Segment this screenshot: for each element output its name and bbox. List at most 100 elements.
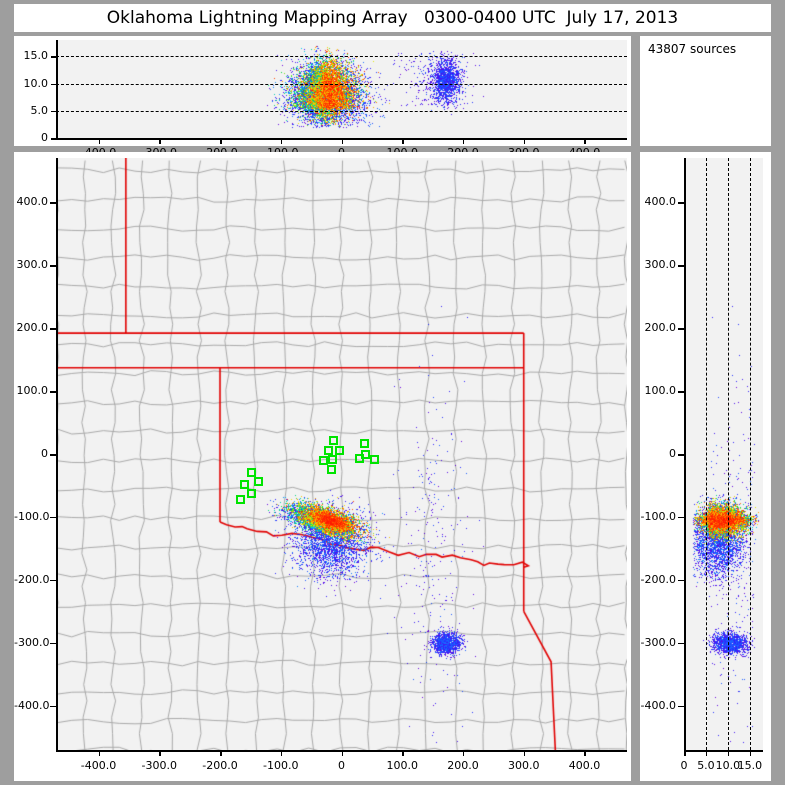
map-y-axis [56, 158, 58, 750]
right-panel-xtick-15 [749, 750, 752, 756]
right-panel-ytick-label: -200.0 [640, 572, 676, 586]
right-panel-ytick--300 [678, 642, 684, 645]
map-ytick-label: 0 [41, 447, 48, 460]
right-panel-ytick-300 [678, 265, 684, 267]
lma-station-marker [329, 435, 339, 445]
lma-station-marker [318, 456, 328, 466]
map-xtick--200 [220, 750, 222, 756]
gridline-altitude-5 [56, 110, 627, 112]
right-panel-ytick-label: -300.0 [640, 635, 676, 649]
map-ytick--300 [50, 642, 56, 645]
map-xtick-300 [523, 750, 526, 756]
altitude-vs-east-scatter [56, 40, 627, 138]
right-panel-xtick-label: 10.0 [715, 759, 741, 772]
map-xtick-label: -400.0 [80, 759, 117, 772]
top-panel-ytick-5 [51, 110, 56, 113]
lma-station-marker [334, 445, 344, 455]
map-ytick-label: -300.0 [14, 635, 50, 649]
map-xtick-label: 300.0 [507, 759, 540, 772]
lma-station-marker [328, 454, 338, 464]
map-ytick--100 [50, 516, 56, 519]
map-xtick-label: 0 [338, 759, 345, 772]
plan-view-map-plot-area [56, 158, 627, 750]
lma-station-marker [355, 453, 365, 463]
source-count-panel: 43807 sources [640, 36, 771, 146]
gridline-altitude-10 [56, 83, 627, 85]
right-panel-ytick-0 [678, 454, 684, 456]
altitude-vs-east-panel: 05.010.015.0-400.0-300.0-200.0-100.00100… [14, 36, 631, 159]
right-panel-ytick--100 [678, 516, 684, 519]
map-xtick--400 [98, 750, 101, 756]
map-ytick-100 [50, 391, 56, 393]
right-panel-xtick-label: 0 [680, 759, 688, 772]
gridline-altitude-10 [727, 158, 729, 750]
map-ytick-label: 100.0 [16, 384, 49, 398]
map-ytick-label: 300.0 [16, 258, 49, 272]
map-xtick-label: 100.0 [386, 759, 418, 772]
top-panel-ytick-0 [51, 138, 56, 140]
right-panel-ytick-200 [678, 328, 684, 330]
map-xtick-0 [341, 750, 343, 756]
lma-station-marker [254, 477, 264, 487]
right-panel-x-axis [684, 750, 763, 752]
right-panel-ytick-label: 300.0 [644, 258, 677, 272]
top-panel-xtick-400 [584, 138, 586, 144]
altitude-vs-north-plot-area [684, 158, 763, 750]
top-panel-y-axis [56, 40, 58, 138]
gridline-altitude-15 [749, 158, 751, 750]
right-panel-xtick-10 [727, 750, 730, 756]
gridline-altitude-15 [56, 56, 627, 58]
lma-station-marker [247, 468, 257, 478]
map-xtick-label: 400.0 [568, 759, 601, 772]
map-ytick-label: -400.0 [14, 698, 50, 712]
map-ytick-label: -200.0 [14, 572, 50, 586]
top-panel-ytick-label: 5.0 [30, 103, 49, 117]
right-panel-ytick-label: 400.0 [644, 195, 677, 209]
top-panel-xtick--100 [280, 138, 283, 144]
map-xtick-label: -200.0 [202, 759, 238, 772]
right-panel-ytick-label: -100.0 [640, 509, 676, 523]
top-panel-xtick-200 [462, 138, 465, 144]
map-ytick-200 [50, 328, 56, 330]
top-panel-ytick-10 [51, 83, 56, 86]
title-bar: Oklahoma Lightning Mapping Array 0300-04… [14, 4, 771, 32]
right-panel-y-axis [684, 158, 686, 750]
gridline-altitude-5 [705, 158, 707, 750]
map-ytick-label: 400.0 [16, 195, 49, 209]
map-xtick--300 [159, 750, 161, 756]
plan-view-map-panel: -400.0 -300.0 -200.0 -100.0 0 100.0 200.0 300.0… [14, 152, 631, 781]
right-panel-xtick-0 [684, 750, 686, 756]
top-panel-ytick-label: 10.0 [23, 76, 49, 90]
altitude-vs-north-scatter [684, 158, 763, 750]
map-xtick-400 [584, 750, 586, 756]
map-xtick-200 [462, 750, 465, 756]
right-panel-ytick-label: 0 [669, 447, 676, 460]
lma-station-marker [326, 464, 336, 474]
map-ytick-0 [50, 454, 56, 456]
map-xtick-100 [402, 750, 404, 756]
top-panel-xtick-300 [523, 138, 526, 144]
top-panel-xtick--400 [98, 138, 101, 144]
top-panel-ytick-label: 0 [41, 131, 48, 144]
map-xtick-label: -100.0 [263, 759, 299, 772]
top-panel-xtick--200 [220, 138, 222, 144]
right-panel-ytick-100 [678, 391, 684, 393]
right-panel-xtick-label: 15.0 [737, 759, 763, 772]
right-panel-ytick-label: 100.0 [644, 384, 677, 398]
map-xtick-label: -300.0 [141, 759, 177, 772]
right-panel-ytick--200 [678, 579, 684, 582]
right-panel-xtick-5 [705, 750, 708, 756]
right-panel-xtick-label: 5.0 [697, 759, 715, 772]
map-xtick-label: 200.0 [447, 759, 479, 772]
map-ytick--200 [50, 579, 56, 582]
source-count-label: 43807 sources [648, 42, 737, 56]
right-panel-ytick--400 [678, 705, 684, 708]
altitude-vs-east-plot-area [56, 40, 627, 138]
top-panel-xtick-100 [402, 138, 404, 144]
altitude-vs-north-panel: 0 5.0 10.0 15.0 -400.0 -300.0 -200.0 -100.0 0 100… [640, 152, 771, 781]
map-ytick-300 [50, 265, 56, 267]
map-xtick--100 [280, 750, 283, 756]
lma-station-marker [360, 439, 370, 449]
lma-station-marker [240, 480, 250, 490]
page-title: Oklahoma Lightning Mapping Array 0300-04… [106, 8, 679, 28]
